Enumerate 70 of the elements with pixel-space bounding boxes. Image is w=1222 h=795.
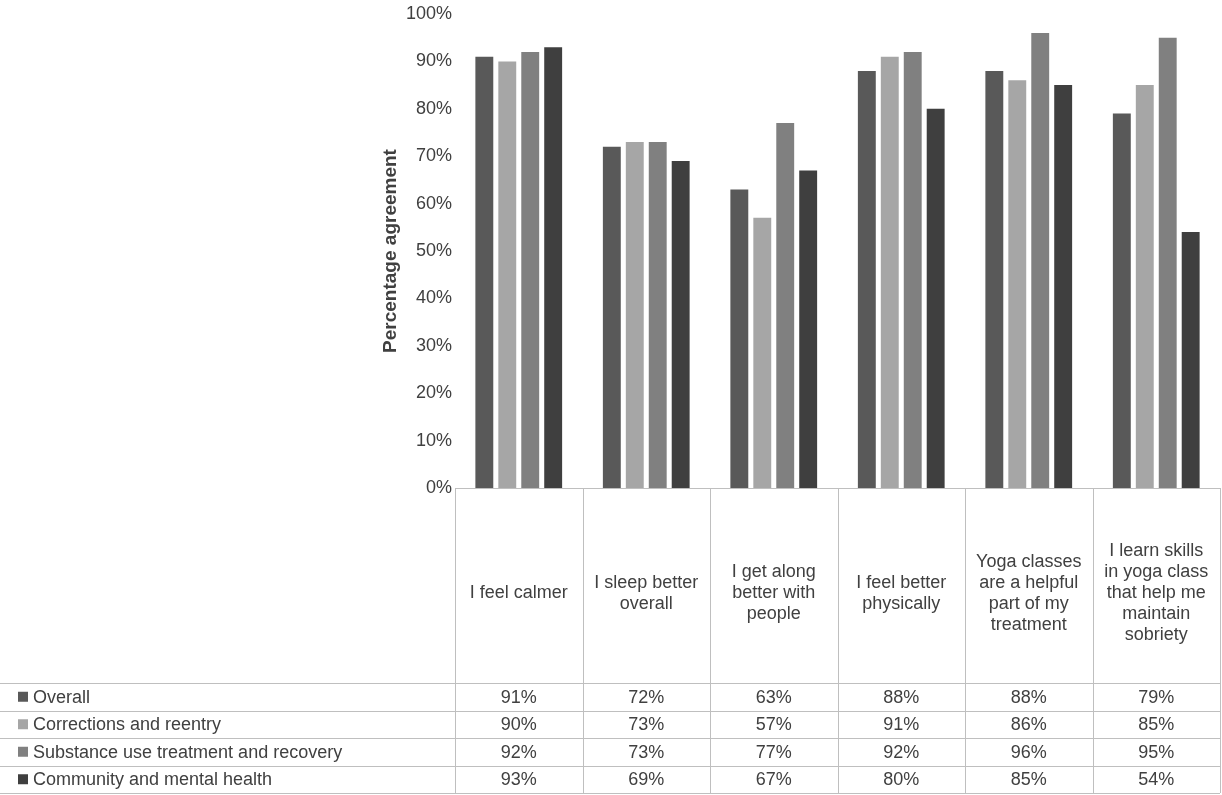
data-label: 69% [628,769,665,790]
data-label: 95% [1138,741,1175,762]
bar [498,61,517,488]
bar [730,189,749,488]
data-label: 73% [628,741,665,762]
bar [1112,113,1131,488]
data-label: 63% [755,686,792,707]
bar [776,123,795,488]
x-tick-label: I feel better physically [856,571,947,613]
x-tick-label: I sleep better overall [594,571,699,613]
y-tick-label: 50% [415,239,452,260]
y-tick-label: 90% [415,50,452,71]
y-tick-label: 40% [415,287,452,308]
y-tick-label: 70% [415,145,452,166]
legend-label: Corrections and reentry [33,714,222,735]
bar [475,56,494,488]
legend-label: Community and mental health [33,769,273,790]
data-label: 77% [755,741,792,762]
y-tick-label: 0% [425,476,452,497]
legend-label: Overall [33,686,91,707]
y-tick-label: 10% [415,429,452,450]
y-tick-label: 30% [415,334,452,355]
bar [1008,80,1027,488]
data-label: 72% [628,686,665,707]
data-label: 92% [883,741,920,762]
x-tick-label: I feel calmer [469,582,568,603]
bar [1031,32,1050,488]
data-label: 90% [500,714,537,735]
bar [753,217,772,488]
data-label: 85% [1010,769,1047,790]
x-tick-label: I learn skills in yoga class that help me maintain sobriety [1104,540,1209,645]
bar [799,170,818,488]
bar [602,146,621,488]
bar [1158,37,1177,488]
bar [521,51,540,488]
x-tick-label: Yoga classes are a helpful part of my treatment [976,550,1082,634]
data-label: 91% [883,714,920,735]
bar [1054,85,1073,488]
bar [1135,85,1154,488]
data-label: 54% [1138,769,1175,790]
bar [1181,232,1200,488]
y-tick-label: 60% [415,192,452,213]
bar [985,70,1004,488]
data-label: 88% [883,686,920,707]
bar [544,47,563,488]
y-axis-title: Percentage agreement [378,148,400,353]
data-label: 80% [883,769,920,790]
data-label: 92% [500,741,537,762]
x-tick-label: I get along better with people [731,561,816,624]
bar [903,51,922,488]
bar [880,56,899,488]
data-label: 86% [1010,714,1047,735]
data-label: 85% [1138,714,1175,735]
data-label: 93% [500,769,537,790]
bar [926,108,945,488]
data-label: 57% [755,714,792,735]
bar [648,141,667,488]
y-tick-label: 20% [415,382,452,403]
legend-label: Substance use treatment and recovery [33,741,343,762]
data-label: 79% [1138,686,1175,707]
data-label: 73% [628,714,665,735]
data-label: 91% [500,686,537,707]
data-label: 88% [1010,686,1047,707]
y-tick-label: 80% [415,97,452,118]
bar [857,70,876,488]
data-label: 67% [755,769,792,790]
bar [671,160,690,488]
data-label: 96% [1010,741,1047,762]
bar [625,141,644,488]
y-tick-label: 100% [405,2,452,23]
